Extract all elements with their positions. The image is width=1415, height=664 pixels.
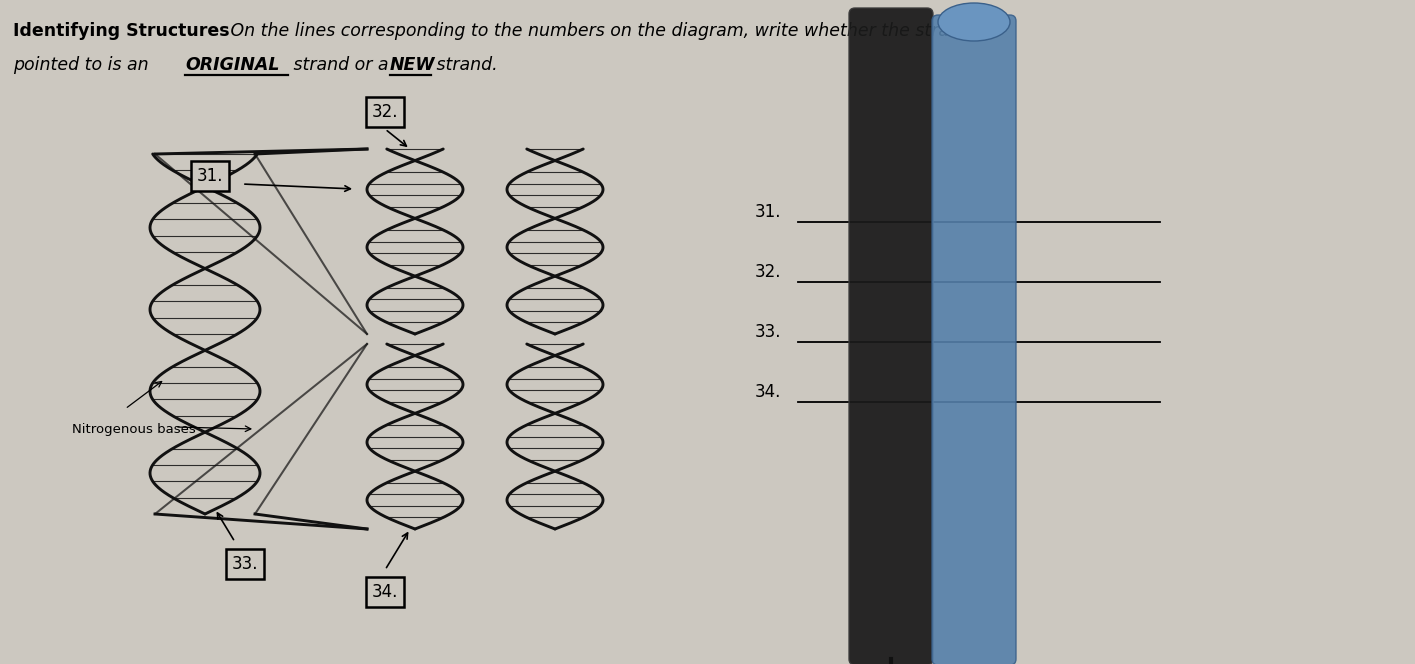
Text: strand or a: strand or a [289, 56, 393, 74]
Text: 31.: 31. [197, 167, 224, 185]
Ellipse shape [938, 3, 1010, 41]
Text: strand.: strand. [432, 56, 498, 74]
Text: 33.: 33. [756, 323, 781, 341]
FancyBboxPatch shape [932, 15, 1016, 664]
Text: Nitrogenous bases: Nitrogenous bases [72, 422, 195, 436]
Text: ORIGINAL: ORIGINAL [185, 56, 280, 74]
FancyBboxPatch shape [849, 8, 932, 664]
Text: pointed to is an: pointed to is an [13, 56, 154, 74]
Text: 32.: 32. [372, 103, 398, 121]
Text: On the lines corresponding to the numbers on the diagram, write whether the stra: On the lines corresponding to the number… [225, 22, 971, 40]
Text: NEW: NEW [391, 56, 436, 74]
Text: 33.: 33. [232, 555, 259, 573]
Text: 32.: 32. [756, 263, 781, 281]
Text: 34.: 34. [372, 583, 398, 601]
Text: 34.: 34. [756, 383, 781, 401]
Text: 31.: 31. [756, 203, 781, 221]
Text: Identifying Structures: Identifying Structures [13, 22, 229, 40]
